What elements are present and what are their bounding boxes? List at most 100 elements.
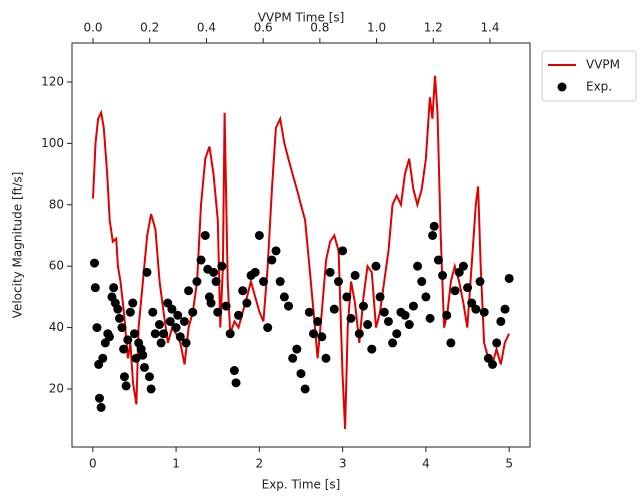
x2-tick-label: 0.8 — [310, 21, 329, 35]
x2-tick-label: 1.4 — [480, 21, 499, 35]
point — [225, 329, 235, 339]
x-tick-label: 1 — [172, 457, 180, 471]
point — [154, 320, 164, 330]
point — [333, 277, 343, 287]
point — [167, 304, 177, 314]
point — [165, 316, 175, 326]
point — [142, 267, 152, 277]
point — [254, 230, 264, 240]
point — [417, 277, 427, 287]
point — [379, 307, 389, 317]
point — [458, 261, 468, 271]
x2-tick-label: 0.0 — [83, 21, 102, 35]
point — [128, 298, 138, 308]
point — [250, 267, 260, 277]
y-axis-title: Velocity Magnitude [ft/s] — [11, 172, 25, 319]
point — [492, 338, 502, 348]
point — [209, 267, 219, 277]
y-tick-label: 20 — [49, 381, 64, 395]
x2-axis-title: VVPM Time [s] — [258, 11, 345, 25]
point — [404, 320, 414, 330]
point — [388, 338, 398, 348]
point — [308, 329, 318, 339]
point — [504, 273, 514, 283]
point — [139, 362, 149, 372]
y-tick-label: 120 — [41, 74, 64, 88]
point — [350, 270, 360, 280]
point — [279, 292, 289, 302]
point — [438, 270, 448, 280]
point — [213, 307, 223, 317]
point — [367, 344, 377, 354]
point — [425, 313, 435, 323]
x2-tick-label: 1.0 — [367, 21, 386, 35]
point — [429, 221, 439, 231]
point — [354, 329, 364, 339]
point — [500, 304, 510, 314]
y-tick-label: 80 — [49, 197, 64, 211]
point — [342, 292, 352, 302]
point — [263, 323, 273, 333]
point — [89, 258, 99, 268]
point — [413, 261, 423, 271]
point — [192, 277, 202, 287]
point — [238, 286, 248, 296]
point — [433, 255, 443, 265]
point — [150, 329, 160, 339]
point — [300, 384, 310, 394]
point — [146, 384, 156, 394]
point — [200, 230, 210, 240]
point — [114, 313, 124, 323]
x2-tick-label: 0.4 — [197, 21, 216, 35]
point — [317, 332, 327, 342]
point — [450, 286, 460, 296]
point — [125, 307, 135, 317]
y-tick-label: 100 — [41, 136, 64, 150]
point — [271, 246, 281, 256]
point — [211, 277, 221, 287]
point — [325, 267, 335, 277]
point — [375, 292, 385, 302]
point — [267, 255, 277, 265]
point — [90, 283, 100, 293]
point — [479, 307, 489, 317]
point — [259, 277, 269, 287]
point — [156, 338, 166, 348]
point — [138, 350, 148, 360]
y-tick-label: 60 — [49, 259, 64, 273]
point — [184, 286, 194, 296]
legend-label: VVPM — [586, 58, 620, 72]
point — [229, 366, 239, 376]
x2-tick-label: 0.6 — [254, 21, 273, 35]
point — [173, 310, 183, 320]
point — [321, 353, 331, 363]
point — [296, 369, 306, 379]
point — [175, 332, 185, 342]
point — [92, 323, 102, 333]
point — [148, 307, 158, 317]
x-tick-label: 4 — [422, 457, 430, 471]
point — [159, 329, 169, 339]
point — [119, 344, 129, 354]
y-tick-label: 40 — [49, 320, 64, 334]
point — [358, 301, 368, 311]
x2-tick-label: 0.2 — [140, 21, 159, 35]
point — [109, 283, 119, 293]
point — [196, 255, 206, 265]
point — [428, 230, 438, 240]
legend-swatch — [557, 82, 567, 92]
point — [275, 277, 285, 287]
point — [392, 329, 402, 339]
line — [92, 75, 510, 429]
point — [129, 329, 139, 339]
point — [98, 353, 108, 363]
point — [471, 304, 481, 314]
x-axis-title: Exp. Time [s] — [262, 478, 341, 492]
point — [496, 316, 506, 326]
point — [188, 307, 198, 317]
point — [346, 313, 356, 323]
point — [242, 298, 252, 308]
point — [234, 310, 244, 320]
point — [304, 307, 314, 317]
